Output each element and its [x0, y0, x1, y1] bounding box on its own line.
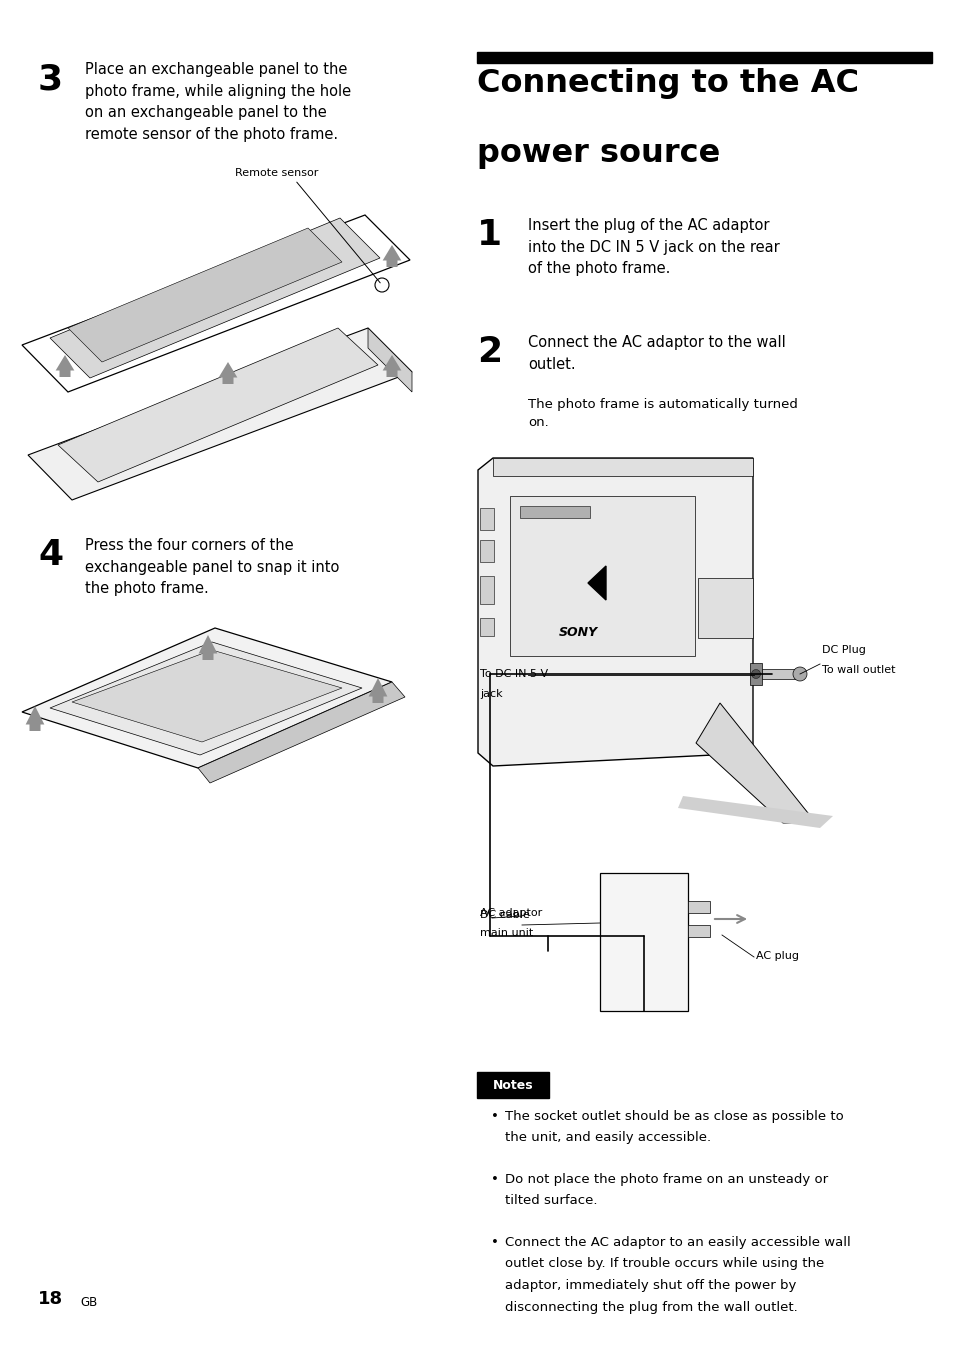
Bar	[761, 669, 800, 679]
Polygon shape	[55, 356, 74, 377]
Text: outlet close by. If trouble occurs while using the: outlet close by. If trouble occurs while…	[504, 1257, 823, 1271]
Text: Connecting to the AC: Connecting to the AC	[476, 68, 858, 99]
Bar	[698, 579, 752, 638]
Text: disconnecting the plug from the wall outlet.: disconnecting the plug from the wall out…	[504, 1301, 797, 1314]
Circle shape	[751, 669, 760, 679]
Text: DC cable: DC cable	[479, 910, 529, 919]
Polygon shape	[368, 677, 387, 703]
Text: 1: 1	[476, 218, 501, 251]
Text: Place an exchangeable panel to the
photo frame, while aligning the hole
on an ex: Place an exchangeable panel to the photo…	[85, 62, 351, 142]
Polygon shape	[58, 329, 377, 483]
Polygon shape	[382, 356, 401, 377]
Text: The socket outlet should be as close as possible to: The socket outlet should be as close as …	[504, 1110, 842, 1124]
Bar	[493, 458, 752, 476]
Text: SONY: SONY	[558, 626, 597, 639]
Polygon shape	[26, 706, 44, 731]
Text: To wall outlet: To wall outlet	[821, 665, 895, 675]
Text: Do not place the photo frame on an unsteady or: Do not place the photo frame on an unste…	[504, 1174, 827, 1186]
Text: AC plug: AC plug	[755, 950, 799, 961]
Circle shape	[792, 667, 806, 681]
Bar	[519, 506, 589, 518]
Text: 2: 2	[476, 335, 501, 369]
Bar	[687, 925, 709, 937]
Text: Connect the AC adaptor to an easily accessible wall: Connect the AC adaptor to an easily acce…	[504, 1236, 850, 1249]
Text: 18: 18	[38, 1290, 63, 1307]
Text: Remote sensor: Remote sensor	[234, 168, 318, 178]
Polygon shape	[678, 796, 832, 827]
Polygon shape	[587, 566, 605, 600]
Text: main unit: main unit	[479, 927, 533, 938]
Polygon shape	[28, 329, 412, 500]
Bar	[479, 539, 494, 562]
Text: 3: 3	[38, 62, 63, 96]
Polygon shape	[368, 329, 412, 392]
Text: the unit, and easily accessible.: the unit, and easily accessible.	[504, 1132, 710, 1145]
Text: 4: 4	[38, 538, 63, 572]
Polygon shape	[71, 650, 341, 742]
Polygon shape	[477, 458, 752, 767]
Text: Insert the plug of the AC adaptor
into the DC IN 5 V jack on the rear
of the pho: Insert the plug of the AC adaptor into t…	[527, 218, 779, 276]
Polygon shape	[218, 362, 237, 384]
Polygon shape	[50, 642, 361, 754]
Bar	[510, 496, 695, 656]
Bar	[479, 508, 494, 530]
Bar	[599, 873, 687, 1011]
Bar	[476, 1072, 548, 1098]
Text: adaptor, immediately shut off the power by: adaptor, immediately shut off the power …	[504, 1279, 796, 1293]
Bar	[687, 900, 709, 913]
Polygon shape	[696, 703, 815, 823]
Bar	[479, 576, 494, 604]
Text: Notes: Notes	[492, 1079, 533, 1091]
Polygon shape	[68, 228, 341, 362]
Bar	[749, 662, 761, 685]
Polygon shape	[198, 635, 217, 660]
Text: The photo frame is automatically turned
on.: The photo frame is automatically turned …	[527, 397, 797, 429]
Text: •: •	[491, 1110, 498, 1124]
Text: Press the four corners of the
exchangeable panel to snap it into
the photo frame: Press the four corners of the exchangeab…	[85, 538, 339, 596]
Polygon shape	[22, 627, 392, 768]
Text: jack: jack	[479, 690, 502, 699]
Text: •: •	[491, 1236, 498, 1249]
Text: Connect the AC adaptor to the wall
outlet.: Connect the AC adaptor to the wall outle…	[527, 335, 785, 372]
Text: tilted surface.: tilted surface.	[504, 1195, 597, 1207]
Polygon shape	[50, 218, 379, 379]
Text: To DC IN 5 V: To DC IN 5 V	[479, 669, 548, 679]
Polygon shape	[382, 245, 401, 266]
Text: DC Plug: DC Plug	[821, 645, 865, 654]
Text: •: •	[491, 1174, 498, 1186]
Polygon shape	[22, 215, 410, 392]
Text: GB: GB	[80, 1297, 97, 1309]
Polygon shape	[198, 681, 405, 783]
Text: power source: power source	[476, 138, 720, 169]
Bar	[479, 618, 494, 635]
Bar	[476, 51, 931, 64]
Text: AC adaptor: AC adaptor	[479, 909, 541, 918]
